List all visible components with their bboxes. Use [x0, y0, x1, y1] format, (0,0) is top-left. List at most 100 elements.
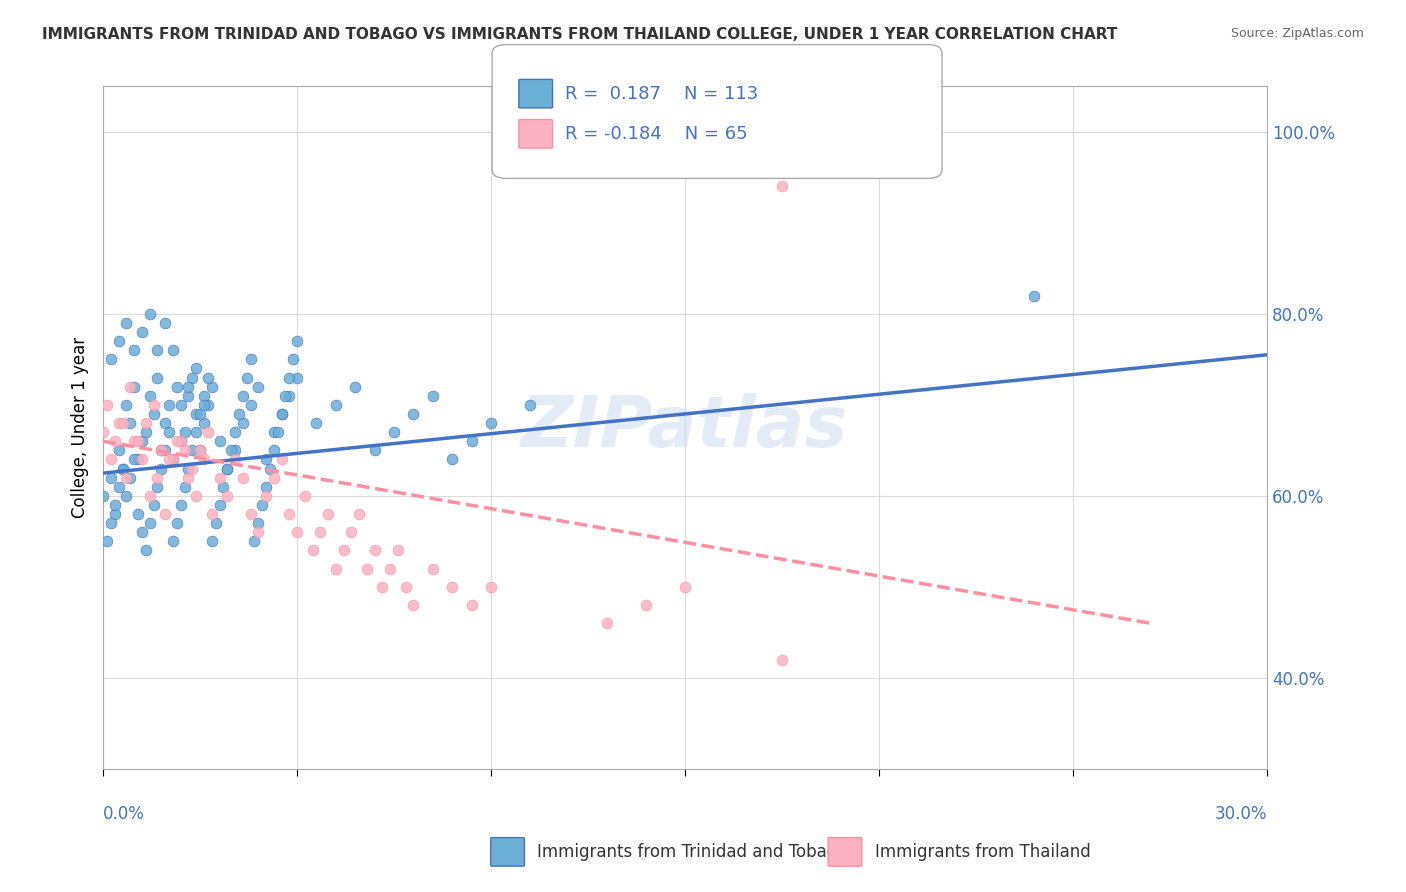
Point	[138, 307, 160, 321]
Point	[104, 498, 127, 512]
Point	[239, 507, 262, 521]
Point	[201, 534, 224, 549]
Point	[285, 525, 308, 540]
Point	[479, 416, 502, 430]
Point	[177, 461, 200, 475]
Point	[142, 398, 165, 412]
Point	[162, 452, 184, 467]
Point	[316, 507, 339, 521]
Point	[153, 507, 176, 521]
Point	[173, 425, 195, 439]
Point	[197, 370, 219, 384]
Point	[138, 516, 160, 530]
Point	[270, 452, 292, 467]
Point	[188, 407, 211, 421]
Point	[150, 461, 173, 475]
Point	[138, 389, 160, 403]
Point	[100, 452, 122, 467]
Point	[263, 443, 285, 458]
Point	[173, 443, 195, 458]
Point	[100, 516, 122, 530]
Point	[382, 425, 405, 439]
Point	[208, 498, 231, 512]
Point	[186, 361, 208, 376]
Point	[636, 598, 658, 612]
Text: R = -0.184    N = 65: R = -0.184 N = 65	[565, 125, 748, 143]
Point	[770, 152, 793, 166]
Point	[263, 425, 285, 439]
Point	[188, 443, 211, 458]
Point	[131, 452, 153, 467]
Point	[157, 452, 180, 467]
Point	[332, 543, 354, 558]
Point	[153, 443, 176, 458]
Point	[422, 389, 444, 403]
Point	[153, 416, 176, 430]
Point	[170, 498, 193, 512]
Point	[173, 480, 195, 494]
Point	[111, 416, 134, 430]
Point	[270, 407, 292, 421]
Point	[285, 370, 308, 384]
Point	[254, 452, 277, 467]
Point	[224, 425, 246, 439]
Point	[193, 389, 215, 403]
Point	[127, 434, 149, 449]
Point	[479, 580, 502, 594]
Point	[120, 379, 142, 393]
Point	[224, 452, 246, 467]
Point	[422, 562, 444, 576]
Point	[228, 407, 250, 421]
Point	[235, 370, 257, 384]
Point	[285, 334, 308, 348]
Point	[250, 498, 273, 512]
Point	[380, 562, 402, 576]
Point	[770, 179, 793, 194]
Point	[347, 507, 370, 521]
Point	[131, 525, 153, 540]
Point	[146, 480, 169, 494]
Point	[104, 507, 127, 521]
Point	[460, 598, 482, 612]
Point	[107, 443, 129, 458]
Point	[402, 598, 425, 612]
Point	[247, 516, 270, 530]
Point	[519, 398, 541, 412]
Point	[217, 461, 239, 475]
Point	[309, 525, 332, 540]
Point	[254, 480, 277, 494]
Point	[402, 407, 425, 421]
Point	[247, 379, 270, 393]
Point	[371, 580, 394, 594]
Text: Immigrants from Thailand: Immigrants from Thailand	[875, 843, 1090, 861]
Point	[96, 398, 118, 412]
Point	[193, 452, 215, 467]
Point	[111, 461, 134, 475]
Point	[294, 489, 316, 503]
Point	[162, 452, 184, 467]
Text: 0.0%: 0.0%	[103, 805, 145, 823]
Text: ZIPatlas: ZIPatlas	[522, 393, 849, 462]
Point	[247, 525, 270, 540]
Point	[115, 489, 138, 503]
Point	[115, 470, 138, 484]
Point	[100, 470, 122, 484]
Point	[96, 534, 118, 549]
Point	[111, 461, 134, 475]
Point	[232, 416, 254, 430]
Text: IMMIGRANTS FROM TRINIDAD AND TOBAGO VS IMMIGRANTS FROM THAILAND COLLEGE, UNDER 1: IMMIGRANTS FROM TRINIDAD AND TOBAGO VS I…	[42, 27, 1118, 42]
Point	[157, 398, 180, 412]
Point	[212, 480, 235, 494]
Point	[208, 434, 231, 449]
Point	[188, 443, 211, 458]
Point	[177, 379, 200, 393]
Point	[219, 443, 242, 458]
Point	[201, 507, 224, 521]
Point	[301, 543, 323, 558]
Point	[107, 480, 129, 494]
Point	[197, 398, 219, 412]
Point	[325, 398, 347, 412]
Point	[138, 489, 160, 503]
Point	[115, 398, 138, 412]
Point	[278, 507, 301, 521]
